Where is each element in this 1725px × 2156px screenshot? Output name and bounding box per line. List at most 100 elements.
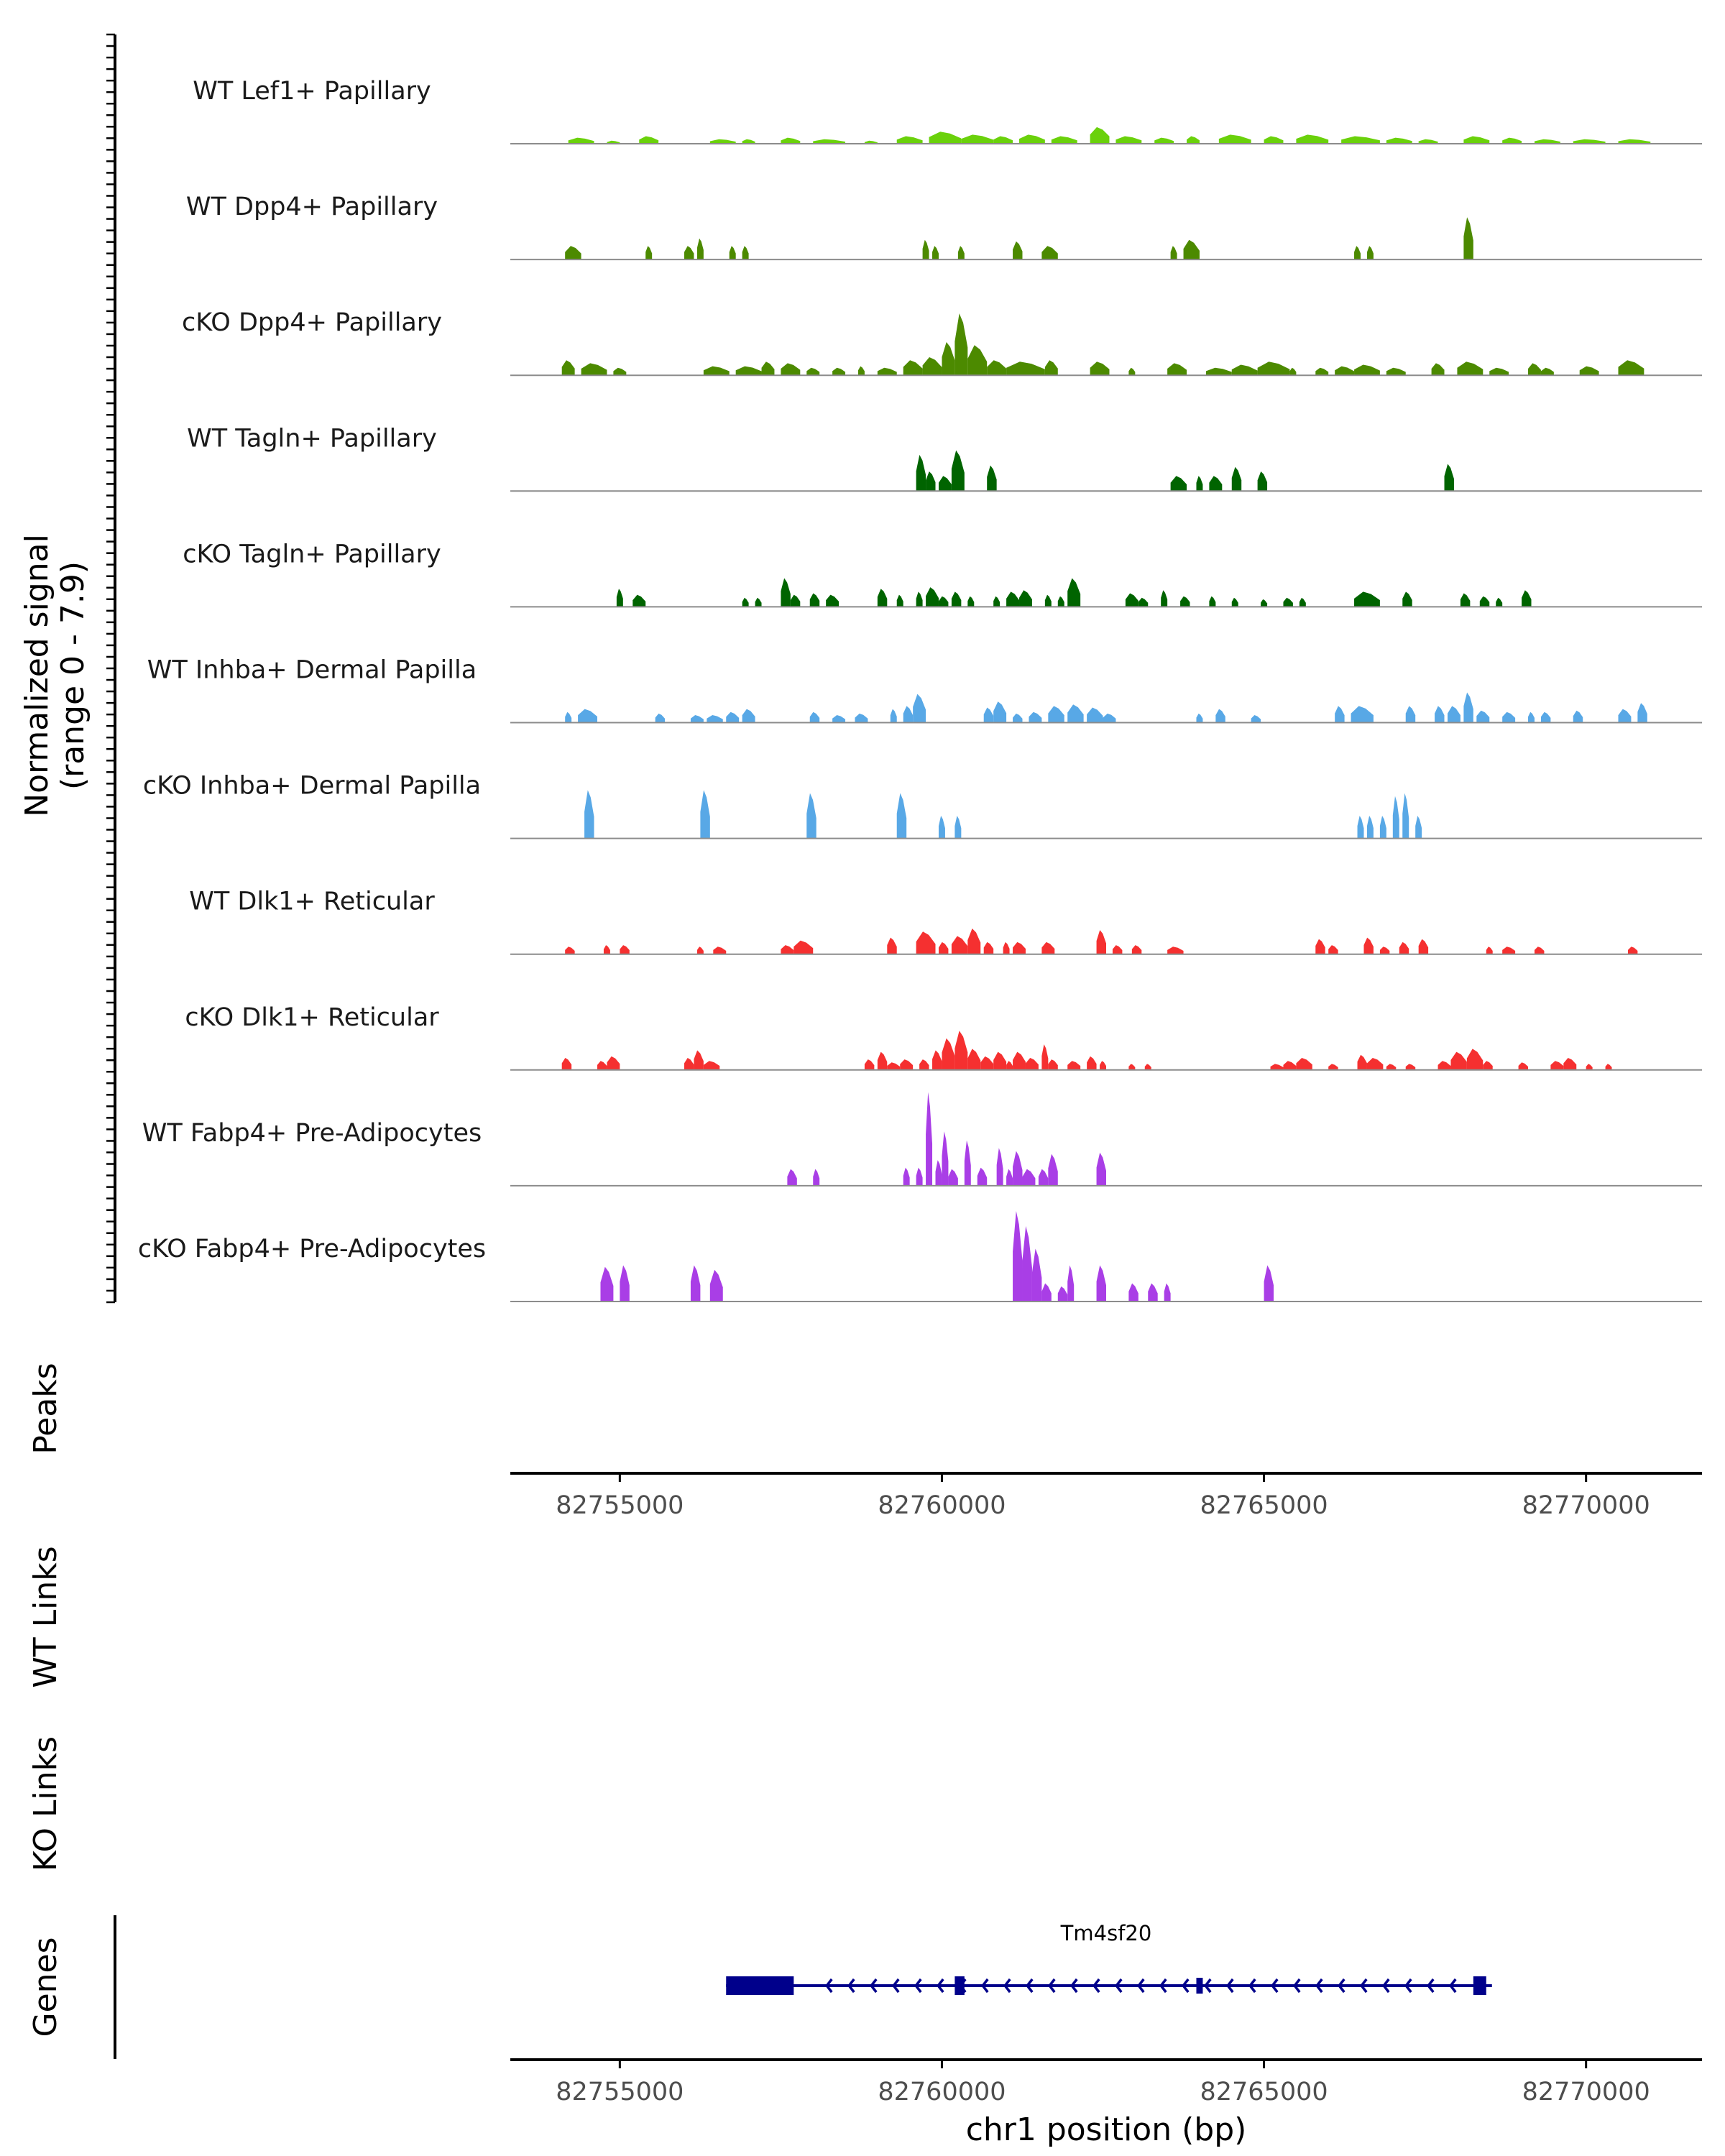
coverage-peak <box>954 1031 968 1070</box>
gene-track: Tm4sf20 <box>726 1921 1492 1995</box>
gene-exon <box>954 1976 965 1995</box>
coverage-peak <box>1209 596 1216 607</box>
coverage-peak <box>1618 139 1651 144</box>
coverage-peak <box>1466 1049 1484 1070</box>
coverage-peak <box>1270 1064 1284 1070</box>
coverage-peak <box>1354 591 1380 607</box>
signal-ylabel-line1: Normalized signal <box>19 534 55 817</box>
coverage-peak <box>832 367 846 376</box>
coverage-peak <box>993 701 1007 723</box>
coverage-peak <box>1489 367 1509 376</box>
coverage-peak <box>1048 1059 1058 1070</box>
coverage-peak <box>896 793 907 839</box>
coverage-peak <box>713 946 727 954</box>
coverage-peak <box>1496 597 1503 607</box>
coverage-peak <box>926 587 939 607</box>
coverage-peak <box>1154 137 1174 144</box>
x-tick-label: 82765000 <box>1200 1491 1328 1520</box>
coverage-peak <box>761 361 775 376</box>
coverage-peak <box>607 140 620 144</box>
coverage-peak <box>1447 706 1460 723</box>
coverage-peak <box>1180 596 1190 607</box>
coverage-peak <box>855 713 868 723</box>
track-7: cKO Inhba+ Dermal Papilla <box>143 772 1702 839</box>
coverage-peak <box>597 1061 607 1070</box>
coverage-peak <box>1131 945 1142 954</box>
track-label: WT Dlk1+ Reticular <box>189 888 435 916</box>
coverage-peak <box>742 139 755 144</box>
coverage-peak <box>1550 1061 1564 1070</box>
coverage-tracks: WT Lef1+ Papillary WT Dpp4+ Papillary cKO … <box>138 77 1702 1302</box>
track-label: cKO Tagln+ Papillary <box>183 540 441 568</box>
coverage-peak <box>1402 591 1412 607</box>
coverage-peak <box>877 589 888 607</box>
coverage-peak <box>980 1056 994 1070</box>
coverage-peak <box>1161 590 1168 607</box>
coverage-peak <box>1335 366 1355 376</box>
coverage-peak <box>1067 1265 1075 1302</box>
track-8: WT Dlk1+ Reticular <box>189 888 1702 955</box>
coverage-peak <box>1328 945 1338 954</box>
coverage-peak <box>1041 941 1055 954</box>
strand-arrow <box>1048 1978 1056 1994</box>
coverage-peak <box>1522 590 1532 607</box>
strand-arrow <box>847 1978 855 1994</box>
coverage-peak <box>967 596 975 607</box>
strand-arrow <box>870 1978 878 1994</box>
coverage-peak <box>1573 710 1583 723</box>
gene-exon <box>1196 1978 1203 1994</box>
track-4: WT Tagln+ Papillary <box>187 424 1702 492</box>
coverage-peak <box>1257 361 1290 376</box>
track-label: cKO Inhba+ Dermal Papilla <box>143 772 481 801</box>
coverage-peak <box>1379 946 1390 954</box>
track-label: cKO Fabp4+ Pre-Adipocytes <box>138 1235 486 1263</box>
coverage-peak <box>1100 1061 1106 1070</box>
coverage-peak <box>1402 793 1409 839</box>
coverage-peak <box>755 597 762 607</box>
coverage-peak <box>1483 1061 1493 1070</box>
side-panels: Peaks WT Links KO Links Genes <box>27 1363 116 2059</box>
coverage-peak <box>709 1269 723 1302</box>
strand-arrow <box>1026 1978 1034 1994</box>
coverage-peak <box>1341 136 1380 144</box>
coverage-peak <box>1386 367 1406 376</box>
coverage-peak <box>700 790 710 839</box>
coverage-peak <box>1573 139 1606 144</box>
gene-exon <box>726 1976 794 1995</box>
coverage-peak <box>790 594 801 607</box>
coverage-peak <box>600 1266 614 1302</box>
coverage-peak <box>932 1050 942 1070</box>
strand-arrow <box>825 1978 833 1994</box>
coverage-peak <box>993 136 1013 144</box>
coverage-peak <box>1025 1058 1039 1070</box>
coverage-peak <box>1476 710 1490 723</box>
coverage-peak <box>1218 134 1251 144</box>
track-label: WT Fabp4+ Pre-Adipocytes <box>142 1119 482 1148</box>
coverage-peak <box>726 711 740 723</box>
x-axis-genes: 82755000 82760000 82765000 82770000 chr1 pos… <box>510 2058 1702 2148</box>
coverage-peak <box>781 945 794 954</box>
coverage-peak <box>1103 713 1116 723</box>
coverage-peak <box>916 931 936 954</box>
strand-arrow <box>1115 1978 1123 1994</box>
coverage-peak <box>832 715 846 723</box>
coverage-peak <box>581 363 607 376</box>
coverage-peak <box>903 706 914 723</box>
coverage-peak <box>1013 1151 1023 1186</box>
coverage-peak <box>1418 139 1438 144</box>
strand-arrow <box>1360 1978 1368 1994</box>
coverage-peak <box>1328 1064 1338 1070</box>
coverage-peak <box>1029 711 1042 723</box>
coverage-peak <box>1457 361 1484 376</box>
coverage-peak <box>690 1265 701 1302</box>
coverage-peak <box>1144 1064 1151 1070</box>
coverage-peak <box>1296 1058 1312 1070</box>
coverage-peak <box>1057 596 1064 607</box>
coverage-peak <box>951 936 968 954</box>
coverage-peak <box>1502 946 1516 954</box>
coverage-peak <box>655 713 666 723</box>
coverage-peak <box>1167 946 1184 954</box>
coverage-peak <box>1231 597 1238 607</box>
coverage-peak <box>864 1059 875 1070</box>
coverage-peak <box>1435 706 1445 723</box>
